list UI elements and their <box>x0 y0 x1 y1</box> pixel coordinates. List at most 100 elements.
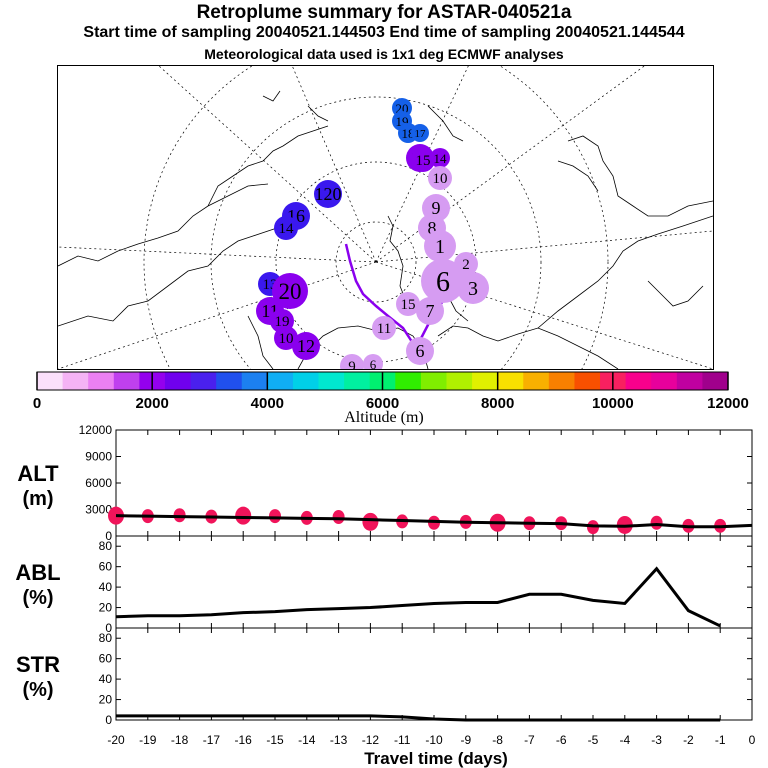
x-tick-label: -13 <box>330 733 348 747</box>
colorbar-tick-label: 8000 <box>481 395 514 410</box>
alt-scatter-point <box>650 515 663 530</box>
x-tick-label: -1 <box>715 733 726 747</box>
x-tick-label: -6 <box>556 733 567 747</box>
x-tick-label: -16 <box>235 733 253 747</box>
alt-scatter-point <box>235 506 252 525</box>
x-tick-label: -4 <box>619 733 630 747</box>
plume-marker-label: 120 <box>315 184 342 204</box>
y-tick-label: 40 <box>99 580 113 594</box>
plume-marker: 17 <box>411 124 429 142</box>
y-tick-label: 0 <box>105 529 112 543</box>
x-tick-label: -20 <box>107 733 125 747</box>
colorbar-tick-label: 6000 <box>366 395 399 410</box>
y-tick-label: 0 <box>105 713 112 727</box>
plume-marker: 7 <box>416 297 444 325</box>
plume-marker-label: 8 <box>428 218 437 238</box>
plume-marker-label: 2 <box>462 257 470 273</box>
plume-marker-label: 12 <box>297 336 315 356</box>
x-tick-label: -11 <box>394 733 411 747</box>
plume-marker: 1 <box>424 230 456 262</box>
x-tick-label: -19 <box>139 733 157 747</box>
x-tick-label: -10 <box>425 733 443 747</box>
panel-label: ABL (%) <box>15 560 60 609</box>
colorbar-tick-label: 4000 <box>251 395 284 410</box>
plume-marker-label: 10 <box>433 171 448 187</box>
x-axis: -20 -19 -18 -17 -16 -15 -14 -13 -12 -11 -10 -9 -8 -7-… <box>107 733 755 747</box>
colorbar-cell <box>292 372 320 390</box>
colorbar-cell <box>676 372 703 390</box>
x-tick-label: -17 <box>203 733 221 747</box>
alt-scatter-point <box>362 512 379 531</box>
colorbar-cell <box>37 372 64 390</box>
plume-marker-label: 7 <box>426 301 435 321</box>
panel-alt: 0 3000 6000 9000 12000 ALT (m) <box>17 423 753 543</box>
colorbar-cell <box>395 372 422 390</box>
plume-marker-label: 9 <box>348 359 356 369</box>
series-line <box>115 566 721 628</box>
colorbar-cell <box>216 372 243 390</box>
colorbar-tick-label: 0 <box>33 395 41 410</box>
y-tick-label: 60 <box>99 652 113 666</box>
x-tick-label: -18 <box>171 733 189 747</box>
plume-marker-label: 14 <box>279 221 295 237</box>
y-tick-label: 60 <box>99 560 113 574</box>
colorbar-cell <box>62 372 89 390</box>
plume-marker-label: 11 <box>377 321 391 337</box>
plume-marker: 10 <box>428 166 452 190</box>
plume-marker-label: 10 <box>279 331 294 347</box>
plume-marker: 15 <box>411 148 435 172</box>
colorbar-cell <box>88 372 115 390</box>
plume-marker-label: 15 <box>401 297 416 313</box>
plume-marker: 6 <box>406 337 434 365</box>
plume-marker-label: 6 <box>436 267 450 298</box>
panel-abl: 0 20 40 60 80 ABL (%) <box>15 535 753 635</box>
colorbar-cell <box>702 372 729 390</box>
altitude-colorbar: 0 2000 4000 6000 8000 10000 12000 <box>33 371 749 410</box>
plume-marker: 10 <box>274 326 298 350</box>
panel-str: 0 20 40 60 80 STR (%) <box>16 627 753 727</box>
plume-marker: 14 <box>274 216 298 240</box>
plume-marker-label: 17 <box>415 128 427 140</box>
y-tick-label: 3000 <box>85 503 112 517</box>
x-tick-label: -7 <box>524 733 535 747</box>
x-tick-label: -12 <box>362 733 380 747</box>
polar-map: 2019181716151410981623157116120161413201… <box>57 65 714 370</box>
colorbar-tick-label: 2000 <box>135 395 168 410</box>
plume-marker-label: 14 <box>434 151 448 166</box>
series-line <box>115 514 753 529</box>
colorbar-cell <box>472 372 499 390</box>
colorbar-cell <box>344 372 371 390</box>
colorbar-cell <box>548 372 575 390</box>
y-tick-label: 80 <box>99 631 113 645</box>
plume-marker: 3 <box>457 272 489 304</box>
colorbar-cell <box>267 372 294 390</box>
y-tick-label: 0 <box>105 621 112 635</box>
plume-marker: 9 <box>340 354 364 369</box>
colorbar-cell <box>164 372 192 390</box>
colorbar-tick-label: 12000 <box>707 395 749 410</box>
chart-title: Retroplume summary for ASTAR-040521a <box>196 2 572 23</box>
plume-marker-label: 15 <box>416 153 431 169</box>
plume-marker: 20 <box>272 273 308 309</box>
plume-marker-label: 9 <box>432 198 441 218</box>
plume-marker: 11 <box>372 316 396 340</box>
colorbar-cell <box>625 372 652 390</box>
plume-marker: 6 <box>421 259 465 303</box>
colorbar-cell <box>446 372 473 390</box>
plume-marker-label: 6 <box>370 357 377 369</box>
alt-scatter-point <box>332 510 345 525</box>
x-tick-label: -2 <box>683 733 694 747</box>
y-tick-label: 20 <box>99 601 113 615</box>
plume-marker-label: 19 <box>275 314 290 330</box>
colorbar-cell <box>190 372 217 390</box>
plume-markers: 2019181716151410981623157116120161413201… <box>256 98 489 369</box>
colorbar-label: Altitude (m) <box>344 409 424 426</box>
y-tick-label: 9000 <box>85 450 112 464</box>
colorbar-cell <box>113 372 140 390</box>
plume-marker: 2 <box>454 252 478 276</box>
x-tick-label: -9 <box>460 733 471 747</box>
x-tick-label: -14 <box>298 733 316 747</box>
plume-marker-label: 3 <box>468 278 478 300</box>
colorbar-cell <box>523 372 550 390</box>
